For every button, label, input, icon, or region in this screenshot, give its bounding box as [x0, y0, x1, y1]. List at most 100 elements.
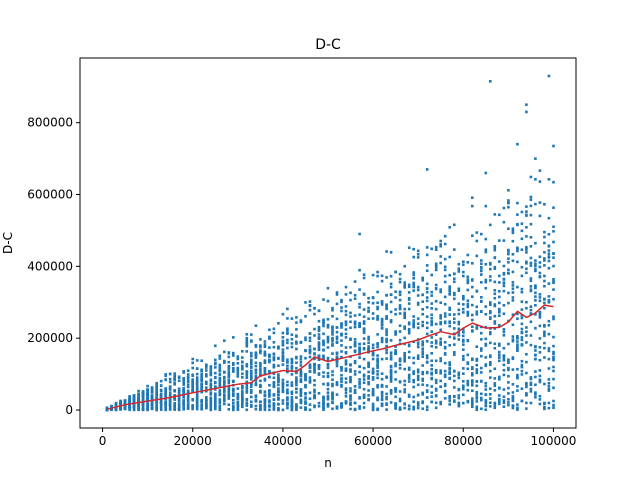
scatter-point: [398, 397, 402, 401]
scatter-point: [466, 305, 470, 309]
scatter-point: [232, 367, 235, 371]
scatter-point: [236, 406, 240, 410]
scatter-point: [389, 392, 393, 395]
scatter-point: [335, 291, 339, 294]
scatter-point: [529, 222, 533, 226]
scatter-point: [416, 288, 420, 292]
scatter-point: [177, 375, 181, 379]
scatter-point: [353, 370, 357, 373]
scatter-point: [281, 384, 285, 388]
scatter-point: [317, 373, 321, 376]
scatter-point: [250, 369, 253, 373]
scatter-point: [205, 386, 208, 389]
scatter-point: [498, 239, 501, 242]
scatter-point: [281, 341, 285, 344]
scatter-point: [421, 340, 424, 343]
scatter-point: [214, 358, 217, 362]
scatter-point: [543, 382, 546, 386]
scatter-point: [227, 403, 231, 406]
scatter-point: [475, 390, 479, 394]
scatter-point: [195, 394, 199, 397]
scatter-point: [362, 375, 366, 378]
scatter-point: [385, 392, 388, 396]
scatter-point: [308, 350, 312, 353]
scatter-point: [344, 363, 348, 366]
scatter-point: [493, 248, 497, 252]
scatter-point: [214, 388, 217, 391]
scatter-point: [466, 399, 470, 403]
scatter-point: [209, 373, 213, 377]
scatter-point: [480, 338, 483, 341]
scatter-point: [502, 401, 506, 404]
scatter-point: [525, 110, 528, 114]
scatter-point: [439, 337, 442, 341]
scatter-point: [403, 307, 406, 311]
scatter-point: [443, 257, 447, 261]
x-tick-label: 100000: [531, 434, 577, 448]
scatter-point: [529, 277, 533, 280]
scatter-point: [457, 302, 461, 305]
scatter-point: [146, 393, 149, 396]
scatter-point: [358, 232, 361, 236]
scatter-point: [547, 324, 551, 327]
scatter-point: [286, 358, 289, 362]
scatter-point: [525, 385, 528, 389]
scatter-point: [349, 387, 352, 390]
y-tick-label: 600000: [27, 188, 73, 202]
scatter-point: [245, 380, 249, 384]
scatter-point: [511, 338, 515, 341]
scatter-point: [218, 389, 222, 392]
scatter-point: [552, 369, 555, 373]
scatter-point: [489, 263, 492, 266]
scatter-point: [241, 360, 244, 364]
scatter-point: [457, 376, 461, 380]
scatter-point: [241, 376, 244, 379]
scatter-point: [439, 322, 442, 325]
scatter-point: [259, 344, 262, 347]
scatter-point: [335, 341, 339, 344]
scatter-point: [443, 295, 447, 299]
scatter-point: [416, 378, 420, 381]
scatter-point: [538, 346, 542, 349]
scatter-point: [362, 337, 366, 340]
scatter-point: [259, 351, 262, 355]
scatter-point: [471, 262, 474, 265]
scatter-point: [146, 403, 149, 407]
scatter-point: [398, 304, 402, 307]
scatter-point: [466, 339, 470, 343]
scatter-point: [313, 369, 316, 372]
scatter-point: [263, 343, 267, 346]
scatter-point: [484, 400, 488, 403]
scatter-point: [335, 317, 339, 321]
scatter-point: [281, 378, 285, 382]
scatter-point: [340, 355, 343, 359]
scatter-point: [159, 392, 163, 396]
scatter-point: [272, 398, 276, 401]
scatter-point: [475, 397, 479, 400]
scatter-point: [398, 380, 402, 384]
scatter-point: [164, 405, 167, 409]
scatter-point: [471, 397, 474, 400]
scatter-point: [331, 315, 334, 318]
scatter-point: [376, 343, 379, 346]
scatter-point: [173, 406, 176, 410]
scatter-point: [295, 378, 298, 382]
scatter-point: [484, 337, 488, 341]
scatter-point: [290, 408, 294, 412]
scatter-point: [214, 366, 217, 369]
scatter-point: [299, 399, 303, 402]
scatter-point: [335, 335, 339, 339]
scatter-point: [367, 394, 370, 397]
scatter-point: [245, 401, 249, 405]
scatter-point: [416, 406, 420, 410]
scatter-point: [358, 386, 361, 389]
scatter-point: [214, 404, 217, 408]
scatter-point: [281, 390, 285, 394]
scatter-point: [534, 268, 537, 271]
scatter-point: [376, 270, 379, 274]
scatter-point: [462, 297, 465, 301]
scatter-point: [272, 345, 276, 349]
scatter-point: [516, 385, 519, 388]
scatter-point: [552, 281, 555, 285]
scatter-point: [543, 323, 546, 327]
